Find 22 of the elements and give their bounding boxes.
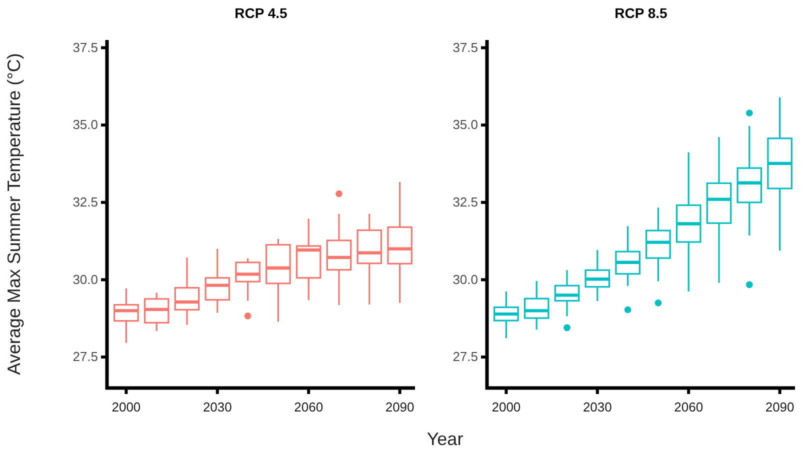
chart-title: RCP 4.5 [234, 5, 288, 21]
y-tick-label: 30.0 [72, 272, 98, 287]
x-tick-label: 2060 [294, 399, 324, 414]
x-tick-label: 2000 [112, 399, 141, 414]
y-tick-label: 35.0 [452, 117, 478, 132]
y-tick-label: 32.5 [72, 194, 98, 210]
x-tick-label: 2000 [492, 399, 521, 414]
y-tick-label: 27.5 [452, 349, 478, 364]
x-tick-label: 2090 [765, 399, 794, 414]
x-tick-label: 2030 [582, 399, 612, 414]
x-tick-label: 2030 [202, 399, 232, 414]
y-tick-label: 37.5 [72, 40, 98, 55]
y-axis-title: Average Max Summer Temperature (°C) [4, 53, 24, 375]
x-tick-label: 2060 [674, 399, 704, 414]
chart-title: RCP 8.5 [614, 5, 668, 21]
x-axis-title: Year [426, 429, 464, 449]
y-tick-label: 27.5 [72, 349, 98, 364]
y-tick-label: 37.5 [452, 40, 478, 55]
x-tick-label: 2090 [385, 399, 414, 414]
y-tick-label: 35.0 [72, 117, 98, 132]
y-tick-label: 30.0 [452, 272, 478, 287]
y-tick-label: 32.5 [452, 194, 478, 210]
